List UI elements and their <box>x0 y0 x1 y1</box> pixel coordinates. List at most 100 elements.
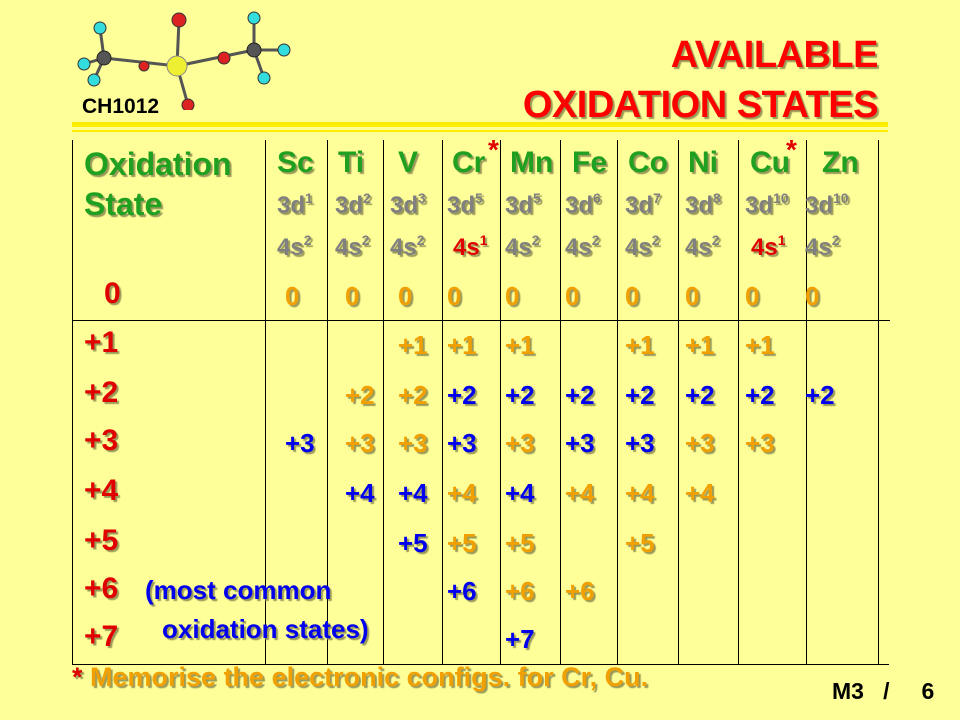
config-4s-label: 4s <box>390 234 417 261</box>
config-4s-label: 4s <box>805 234 832 261</box>
cell-co: +4 <box>625 478 655 508</box>
note-most-common: (most common <box>145 575 332 605</box>
column-divider <box>678 140 679 664</box>
cell-v: +2 <box>398 380 428 410</box>
config-3d-label: 3d <box>565 192 594 219</box>
config-3d-exponent: 2 <box>363 190 371 206</box>
cell-cu: +3 <box>745 428 775 458</box>
cell-ti: +2 <box>345 380 375 410</box>
column-divider <box>806 140 807 664</box>
column-divider <box>442 140 443 664</box>
config-4s-ni: 4s2 <box>685 232 720 262</box>
config-4s-exponent: 2 <box>831 232 840 248</box>
config-4s-cu: 4s1 <box>751 232 786 262</box>
cell-fe: +2 <box>565 380 595 410</box>
row-label: 0 <box>104 277 121 310</box>
cell-ni: 0 <box>685 281 700 311</box>
config-3d-mn: 3d5 <box>505 190 541 220</box>
config-4s-exponent: 2 <box>361 232 370 248</box>
cell-co: +2 <box>625 380 655 410</box>
column-divider <box>500 140 501 664</box>
column-divider <box>327 140 328 664</box>
config-4s-exponent: 2 <box>303 232 312 248</box>
config-3d-label: 3d <box>277 192 306 219</box>
cell-ti: +3 <box>345 428 375 458</box>
cell-cr: +1 <box>447 330 477 360</box>
config-4s-label: 4s <box>565 234 592 261</box>
row-label: +1 <box>84 326 119 359</box>
config-4s-sc: 4s2 <box>277 232 312 262</box>
config-4s-label: 4s <box>277 234 304 261</box>
config-3d-label: 3d <box>805 192 834 219</box>
cell-cr: +4 <box>447 478 477 508</box>
cell-fe: 0 <box>565 281 580 311</box>
cell-ni: +1 <box>685 330 715 360</box>
config-3d-exponent: 1 <box>305 190 313 206</box>
row-label: +5 <box>84 524 119 557</box>
config-3d-zn: 3d10 <box>805 190 849 220</box>
config-4s-exponent: 2 <box>416 232 425 248</box>
note-oxidation-states: oxidation states) <box>162 614 369 644</box>
config-3d-exponent: 8 <box>713 190 721 206</box>
config-3d-exponent: 10 <box>773 190 789 206</box>
config-3d-label: 3d <box>625 192 654 219</box>
footer-text: Memorise the electronic configs. for Cr,… <box>82 662 649 692</box>
config-3d-cr: 3d5 <box>447 190 483 220</box>
course-code: CH1012 <box>82 95 160 118</box>
table-frame <box>72 140 889 665</box>
config-3d-fe: 3d6 <box>565 190 601 220</box>
element-star-cu: * <box>786 134 797 165</box>
molecule-logo <box>77 11 291 110</box>
config-4s-exponent: 2 <box>591 232 600 248</box>
cell-cr: +3 <box>447 428 477 458</box>
footer-star: * <box>72 662 83 692</box>
cell-mn: +6 <box>505 576 535 606</box>
config-4s-fe: 4s2 <box>565 232 600 262</box>
config-4s-label: 4s <box>335 234 362 261</box>
config-3d-sc: 3d1 <box>277 190 313 220</box>
config-3d-exponent: 5 <box>475 190 483 206</box>
config-3d-exponent: 3 <box>418 190 426 206</box>
cell-sc: +3 <box>285 428 315 458</box>
cell-mn: +4 <box>505 478 535 508</box>
config-3d-label: 3d <box>505 192 534 219</box>
config-3d-label: 3d <box>745 192 774 219</box>
config-4s-mn: 4s2 <box>505 232 540 262</box>
cell-fe: +4 <box>565 478 595 508</box>
cell-co: +3 <box>625 428 655 458</box>
cell-cr: +2 <box>447 380 477 410</box>
element-symbol-ti: Ti <box>338 146 365 179</box>
slide-title-line2: OXIDATION STATES <box>522 84 879 126</box>
cell-co: 0 <box>625 281 640 311</box>
config-3d-exponent: 7 <box>653 190 661 206</box>
row-label: +2 <box>84 376 119 409</box>
config-3d-label: 3d <box>390 192 419 219</box>
cell-mn: +5 <box>505 528 535 558</box>
element-symbol-v: V <box>398 146 419 179</box>
config-4s-ti: 4s2 <box>335 232 370 262</box>
cell-ti: 0 <box>345 281 360 311</box>
config-3d-cu: 3d10 <box>745 190 789 220</box>
slide-title-line1: AVAILABLE <box>670 34 879 76</box>
cell-ni: +4 <box>685 478 715 508</box>
cell-cr: 0 <box>447 281 462 311</box>
element-symbol-zn: Zn <box>822 146 859 179</box>
cell-co: +1 <box>625 330 655 360</box>
column-divider <box>878 140 879 664</box>
cell-ti: +4 <box>345 478 375 508</box>
cell-fe: +3 <box>565 428 595 458</box>
config-3d-exponent: 6 <box>593 190 601 206</box>
config-4s-label: 4s <box>625 234 652 261</box>
element-symbol-co: Co <box>628 146 668 179</box>
element-symbol-ni: Ni <box>688 146 718 179</box>
config-4s-cr: 4s1 <box>453 232 488 262</box>
config-4s-exponent: 1 <box>777 232 786 248</box>
cell-zn: 0 <box>805 281 820 311</box>
row-label: +6 <box>84 572 119 605</box>
element-star-cr: * <box>488 134 499 165</box>
column-divider <box>383 140 384 664</box>
cell-cu: 0 <box>745 281 760 311</box>
cell-zn: +2 <box>805 380 835 410</box>
header-divider <box>72 320 890 321</box>
header-state: State <box>84 186 163 222</box>
